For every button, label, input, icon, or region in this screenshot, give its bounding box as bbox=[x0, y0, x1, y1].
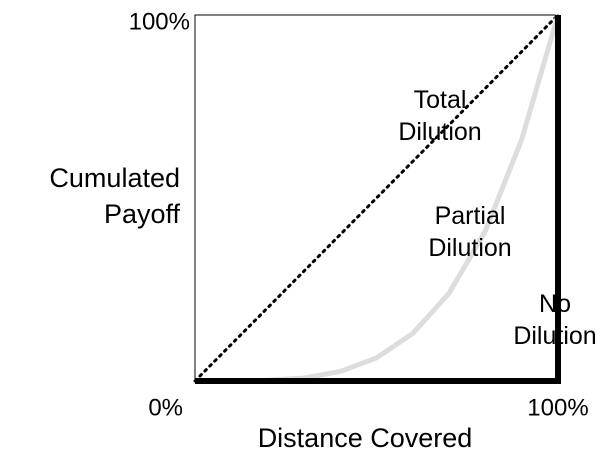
x-tick-label: 100% bbox=[527, 394, 588, 421]
x-axis-label: Distance Covered bbox=[257, 423, 473, 453]
series-label: Partial Dilution bbox=[428, 202, 512, 262]
y-axis-label: Cumulated Payoff bbox=[49, 163, 180, 229]
series-label: Total Dilution bbox=[398, 86, 482, 146]
series-line bbox=[195, 15, 561, 384]
series-line bbox=[193, 13, 560, 383]
y-tick-label: 0% bbox=[148, 394, 183, 421]
series-label: No Dilution bbox=[513, 290, 597, 350]
y-tick-label: 100% bbox=[129, 8, 190, 35]
